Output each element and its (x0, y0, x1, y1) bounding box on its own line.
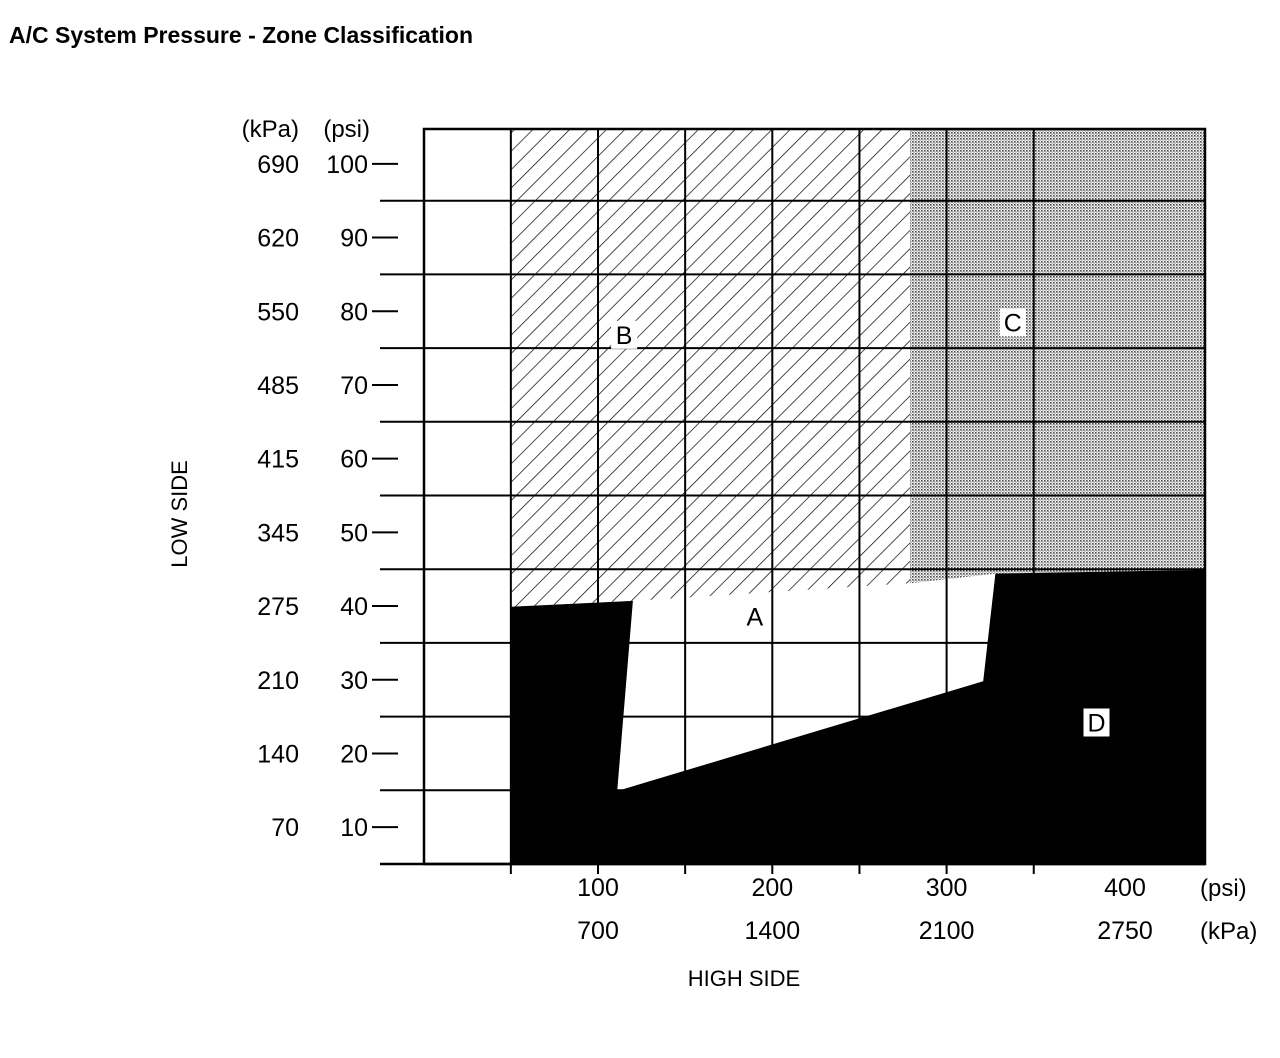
zone-label-c: C (1004, 309, 1022, 337)
x-tick-label-kpa: 2750 (1097, 917, 1153, 945)
y-tick-label-kpa: 620 (257, 225, 299, 253)
zone-label-d: D (1087, 709, 1105, 737)
y-tick-label-kpa: 275 (257, 593, 299, 621)
x-tick-label-psi: 400 (1104, 874, 1146, 902)
y-tick-label-psi: 60 (340, 446, 368, 474)
zone-label-a: A (747, 603, 764, 631)
zone-label-box-c (999, 308, 1026, 337)
y-tick-label-kpa: 415 (257, 446, 299, 474)
zone-c (910, 129, 1205, 584)
y-tick-label-psi: 10 (340, 814, 368, 842)
y-tick-label-psi: 90 (340, 225, 368, 253)
y-tick-label-kpa: 550 (257, 298, 299, 326)
y-tick-label-psi: 50 (340, 519, 368, 547)
y-tick-label-psi: 40 (340, 593, 368, 621)
zone-label-b: B (616, 322, 633, 350)
y-unit-psi: (psi) (323, 116, 370, 143)
zone-label-box-d (1083, 708, 1110, 737)
y-tick-label-kpa: 140 (257, 740, 299, 768)
x-axis-title: HIGH SIDE (688, 966, 800, 991)
y-axis-title: LOW SIDE (167, 460, 192, 568)
y-tick-label-kpa: 690 (257, 151, 299, 179)
y-tick-label-psi: 80 (340, 298, 368, 326)
y-tick-label-psi: 100 (326, 151, 368, 179)
x-tick-label-kpa: 2100 (919, 917, 975, 945)
x-tick-label-psi: 100 (577, 874, 619, 902)
x-tick-label-psi: 300 (926, 874, 968, 902)
zone-label-box-b (611, 320, 638, 349)
y-tick-label-psi: 20 (340, 740, 368, 768)
x-tick-label-psi: 200 (751, 874, 793, 902)
page-title: A/C System Pressure - Zone Classificatio… (9, 22, 473, 48)
zone-label-box-a (741, 602, 768, 631)
zone-b (510, 129, 910, 607)
y-unit-kpa: (kPa) (242, 116, 299, 143)
y-tick-label-kpa: 70 (271, 814, 299, 842)
x-tick-label-kpa: 700 (577, 917, 619, 945)
y-tick-label-kpa: 485 (257, 372, 299, 400)
x-tick-label-kpa: 1400 (744, 917, 800, 945)
y-tick-label-psi: 30 (340, 667, 368, 695)
x-unit-kpa: (kPa) (1200, 918, 1257, 945)
y-tick-label-psi: 70 (340, 372, 368, 400)
y-tick-label-kpa: 210 (257, 667, 299, 695)
x-unit-psi: (psi) (1200, 875, 1247, 902)
zone-a (617, 573, 996, 791)
y-tick-label-kpa: 345 (257, 519, 299, 547)
